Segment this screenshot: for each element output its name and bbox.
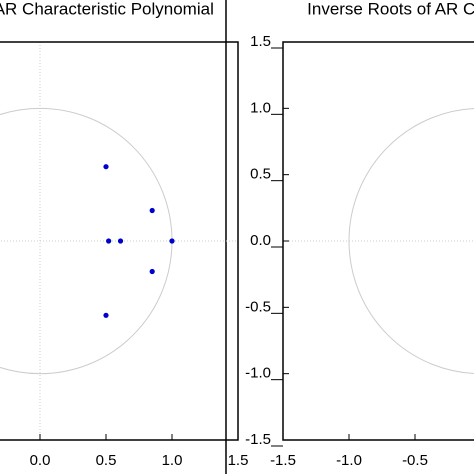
y-tick-label: -0.5 [245,298,271,315]
x-tick-label: -1.0 [336,452,362,469]
y-tick-label: 1.5 [250,33,271,50]
x-tick-label: 1.5 [228,452,249,469]
root-point [169,238,175,244]
x-tick-label: -1.5 [270,452,296,469]
root-point [149,207,155,214]
root-point [103,164,109,170]
root-point [117,238,124,244]
x-tick-label: 0.0 [30,452,51,469]
root-point [106,238,112,244]
y-tick-label: 0.0 [250,232,271,249]
y-tick-label: -1.5 [245,431,271,448]
root-point [103,312,109,318]
y-tick-label: -1.0 [245,365,271,382]
x-tick-label: 1.0 [162,452,183,469]
x-tick-label: 0.5 [96,452,117,469]
x-tick-label: -0.5 [402,452,428,469]
root-point [149,268,155,275]
y-tick-label: 1.0 [250,99,271,116]
y-tick-label: 0.5 [250,166,271,183]
chart-title: Inverse Roots of AR Characteristic Polyn… [0,0,214,18]
unit-circle [348,108,474,374]
chart-title: Inverse Roots of AR Characteristic Polyn… [307,0,474,18]
